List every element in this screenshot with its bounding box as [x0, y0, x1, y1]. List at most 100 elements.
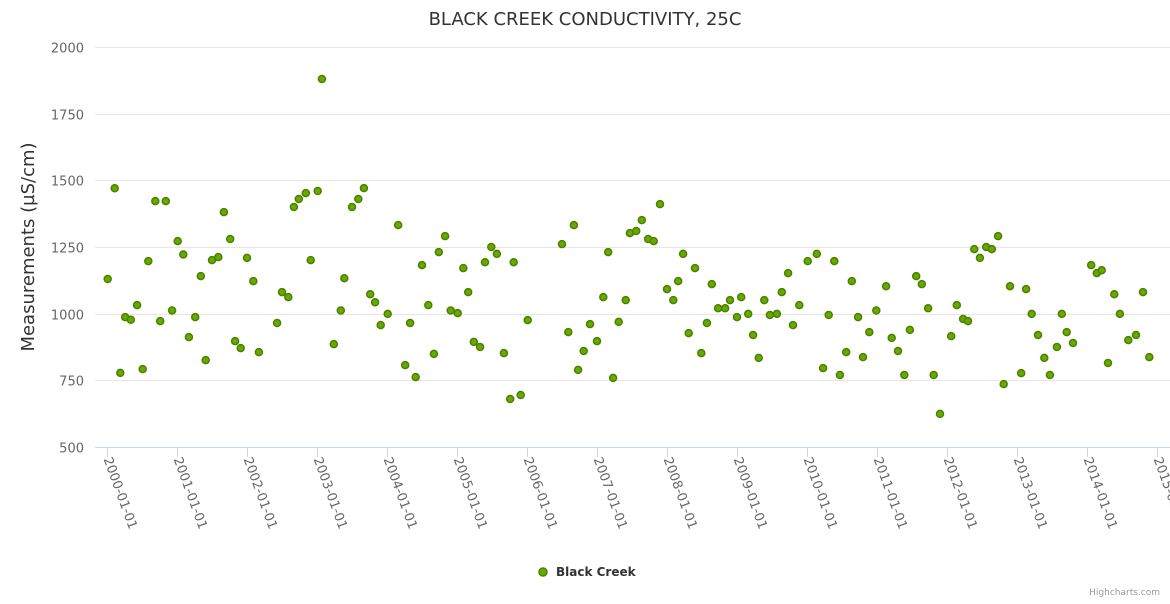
data-point[interactable]	[190, 312, 200, 322]
data-point[interactable]	[987, 244, 997, 254]
data-point[interactable]	[219, 207, 229, 217]
data-point[interactable]	[446, 306, 455, 315]
data-point[interactable]	[952, 300, 962, 310]
data-point[interactable]	[480, 257, 490, 267]
data-point[interactable]	[579, 346, 588, 356]
data-point[interactable]	[599, 292, 608, 302]
data-point[interactable]	[707, 279, 717, 289]
data-point[interactable]	[201, 355, 210, 365]
data-point[interactable]	[1016, 368, 1026, 378]
data-point[interactable]	[893, 346, 903, 356]
data-point[interactable]	[1131, 330, 1141, 340]
data-point[interactable]	[853, 312, 863, 322]
data-point[interactable]	[760, 295, 769, 305]
data-point[interactable]	[306, 255, 315, 265]
data-point[interactable]	[603, 247, 613, 257]
data-point[interactable]	[347, 202, 357, 212]
data-point[interactable]	[713, 304, 723, 313]
data-point[interactable]	[110, 184, 119, 193]
credits-link[interactable]: Highcharts.com	[1089, 588, 1160, 598]
data-point[interactable]	[1086, 260, 1096, 270]
data-point[interactable]	[400, 360, 410, 370]
data-point[interactable]	[225, 234, 235, 244]
data-point[interactable]	[376, 320, 385, 330]
data-point[interactable]	[236, 343, 245, 353]
data-point[interactable]	[242, 253, 252, 263]
data-point[interactable]	[475, 342, 485, 352]
data-point[interactable]	[284, 292, 293, 302]
data-point[interactable]	[230, 336, 240, 346]
data-point[interactable]	[155, 316, 165, 326]
data-point[interactable]	[509, 257, 518, 267]
data-point[interactable]	[585, 319, 595, 329]
data-point[interactable]	[1057, 309, 1067, 319]
data-point[interactable]	[317, 74, 327, 84]
data-point[interactable]	[783, 268, 793, 278]
data-point[interactable]	[732, 312, 742, 322]
data-point[interactable]	[440, 231, 450, 241]
data-point[interactable]	[669, 295, 678, 305]
data-point[interactable]	[411, 372, 420, 382]
data-point[interactable]	[417, 260, 427, 270]
data-point[interactable]	[1062, 327, 1071, 337]
data-point[interactable]	[637, 215, 647, 225]
data-point[interactable]	[370, 297, 380, 307]
data-point[interactable]	[1103, 358, 1113, 368]
data-point[interactable]	[1021, 284, 1031, 294]
data-point[interactable]	[569, 220, 579, 230]
data-point[interactable]	[103, 274, 112, 284]
data-point[interactable]	[765, 310, 775, 320]
data-point[interactable]	[673, 276, 683, 286]
data-point[interactable]	[592, 336, 602, 346]
data-point[interactable]	[818, 363, 828, 373]
data-point[interactable]	[900, 370, 909, 380]
data-point[interactable]	[1097, 265, 1106, 275]
data-point[interactable]	[393, 220, 403, 230]
data-point[interactable]	[340, 273, 349, 283]
data-point[interactable]	[179, 250, 188, 259]
data-point[interactable]	[865, 327, 874, 337]
data-point[interactable]	[649, 236, 658, 246]
data-point[interactable]	[999, 379, 1008, 389]
data-point[interactable]	[662, 284, 672, 294]
data-point[interactable]	[313, 186, 322, 196]
data-point[interactable]	[1033, 330, 1043, 340]
data-point[interactable]	[847, 276, 857, 286]
data-point[interactable]	[911, 271, 921, 281]
data-point[interactable]	[655, 199, 665, 209]
data-point[interactable]	[858, 352, 868, 362]
data-point[interactable]	[487, 242, 496, 252]
data-point[interactable]	[429, 349, 439, 359]
data-point[interactable]	[499, 348, 509, 358]
data-point[interactable]	[289, 202, 299, 212]
data-point[interactable]	[329, 339, 339, 349]
data-point[interactable]	[167, 306, 177, 315]
data-point[interactable]	[993, 231, 1003, 241]
data-point[interactable]	[748, 330, 758, 340]
data-point[interactable]	[841, 347, 851, 357]
data-point[interactable]	[720, 304, 730, 313]
data-point[interactable]	[946, 331, 956, 341]
data-point[interactable]	[557, 239, 567, 249]
data-point[interactable]	[881, 281, 891, 291]
data-point[interactable]	[702, 318, 712, 328]
data-point[interactable]	[1052, 342, 1062, 352]
data-point[interactable]	[923, 304, 933, 313]
data-point[interactable]	[573, 365, 583, 375]
data-point[interactable]	[492, 249, 502, 259]
data-point[interactable]	[917, 279, 927, 289]
data-point[interactable]	[144, 256, 153, 266]
data-point[interactable]	[887, 333, 896, 343]
data-point[interactable]	[788, 320, 798, 330]
data-point[interactable]	[405, 318, 415, 328]
data-point[interactable]	[684, 328, 693, 338]
data-point[interactable]	[116, 368, 125, 378]
data-point[interactable]	[697, 348, 706, 358]
data-point[interactable]	[434, 247, 444, 257]
data-point[interactable]	[469, 337, 479, 347]
data-point[interactable]	[383, 309, 392, 319]
data-point[interactable]	[872, 306, 881, 315]
data-point[interactable]	[277, 287, 287, 297]
data-point[interactable]	[301, 188, 311, 198]
data-point[interactable]	[975, 253, 985, 263]
